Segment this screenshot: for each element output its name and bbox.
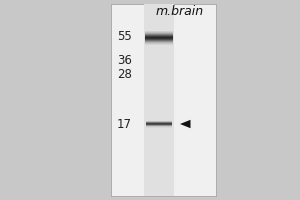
Bar: [146, 121, 172, 122]
Bar: [145, 38, 173, 39]
Bar: [146, 124, 172, 125]
Bar: [145, 43, 173, 44]
Bar: [145, 34, 173, 35]
Bar: [145, 40, 173, 41]
Text: m.brain: m.brain: [156, 5, 204, 18]
Bar: [145, 37, 173, 38]
Bar: [145, 33, 173, 34]
Bar: [146, 125, 172, 126]
Bar: [145, 36, 173, 37]
Bar: [146, 126, 172, 127]
Text: 55: 55: [117, 29, 132, 43]
Bar: [146, 123, 172, 124]
Bar: [145, 32, 173, 33]
Text: 17: 17: [117, 117, 132, 130]
Bar: [145, 35, 173, 36]
Bar: [145, 31, 173, 32]
Bar: [145, 42, 173, 43]
Bar: [111, 4, 216, 196]
Text: 28: 28: [117, 68, 132, 80]
Bar: [146, 127, 172, 128]
Polygon shape: [180, 120, 190, 128]
Bar: [146, 122, 172, 123]
Bar: [145, 39, 173, 40]
Bar: [145, 41, 173, 42]
Bar: [146, 120, 172, 121]
Bar: [145, 44, 173, 45]
Bar: [144, 4, 174, 196]
Text: 36: 36: [117, 53, 132, 66]
